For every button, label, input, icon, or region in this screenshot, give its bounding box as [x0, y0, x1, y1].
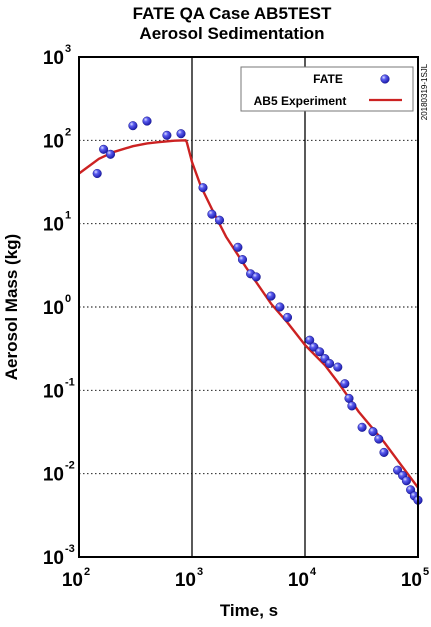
data-point-fate — [99, 144, 109, 154]
y-tick-base: 10 — [43, 298, 64, 319]
chart-title: FATE QA Case AB5TEST — [133, 4, 332, 23]
x-tick-exponent: 3 — [197, 566, 203, 578]
data-point-fate — [315, 347, 325, 357]
y-tick-base: 10 — [43, 548, 64, 569]
data-point-fate — [142, 116, 152, 126]
legend-marker-fate — [380, 74, 390, 84]
legend-label-fate: FATE — [313, 72, 343, 86]
legend-box — [240, 66, 414, 112]
x-tick-exponent: 5 — [423, 566, 429, 578]
y-tick-base: 10 — [43, 48, 64, 69]
y-tick-exponent: -1 — [65, 376, 75, 388]
fate-points-layer — [92, 116, 423, 505]
grid — [79, 57, 418, 557]
y-tick-base: 10 — [43, 131, 64, 152]
data-point-fate — [374, 434, 384, 444]
y-tick-label: 10 -2 — [43, 460, 75, 486]
y-tick-exponent: -2 — [65, 460, 75, 472]
data-point-fate — [176, 129, 186, 139]
y-axis-label: Aerosol Mass (kg) — [2, 234, 21, 380]
data-point-fate — [325, 358, 335, 369]
y-tick-label: 10 2 — [43, 126, 71, 152]
y-tick-exponent: 2 — [65, 126, 71, 138]
data-point-fate — [128, 121, 138, 131]
legend-marker-circle — [380, 74, 390, 84]
x-tick-exponent: 2 — [84, 566, 90, 578]
data-point-fate — [282, 312, 293, 322]
data-point-fate — [347, 401, 357, 411]
data-point-fate — [275, 302, 285, 312]
x-tick-base: 10 — [175, 570, 196, 591]
data-point-fate — [162, 130, 172, 140]
experiment-curve-layer — [78, 139, 419, 489]
y-tick-label: 10 1 — [43, 210, 71, 236]
data-point-fate — [214, 215, 225, 225]
y-tick-exponent: 0 — [65, 293, 71, 305]
data-point-fate — [379, 447, 389, 457]
data-point-fate — [233, 242, 243, 252]
x-axis-label: Time, s — [220, 601, 278, 620]
data-point-fate — [401, 476, 411, 486]
y-tick-exponent: 3 — [65, 43, 71, 55]
data-point-fate — [340, 379, 350, 389]
y-tick-exponent: -3 — [65, 543, 75, 555]
date-stamp: 20180319-1SJL — [420, 63, 429, 120]
y-tick-label: 10 3 — [43, 43, 71, 69]
data-point-fate — [305, 335, 315, 345]
x-tick-label: 10 3 — [175, 566, 203, 591]
x-tick-label: 10 4 — [288, 566, 317, 591]
x-tick-label: 10 2 — [62, 566, 90, 591]
data-point-fate — [237, 255, 248, 265]
x-tick-base: 10 — [288, 570, 309, 591]
y-tick-base: 10 — [43, 215, 64, 236]
plot-frame — [78, 56, 419, 558]
data-point-fate — [92, 168, 102, 179]
data-point-fate — [357, 422, 367, 432]
data-point-fate — [266, 291, 276, 301]
legend-label-experiment: AB5 Experiment — [254, 94, 347, 108]
data-point-fate — [198, 183, 208, 193]
data-point-fate — [207, 209, 217, 219]
series-line-ab5-experiment — [78, 139, 419, 489]
y-tick-base: 10 — [43, 465, 64, 486]
y-tick-exponent: 1 — [65, 210, 71, 222]
y-tick-label: 10 -3 — [43, 543, 75, 569]
y-tick-base: 10 — [43, 381, 64, 402]
data-point-fate — [251, 272, 261, 282]
data-point-fate — [105, 149, 116, 159]
legend: FATE AB5 Experiment — [240, 66, 414, 112]
data-point-fate — [333, 362, 343, 372]
x-tick-base: 10 — [62, 570, 83, 591]
tick-labels: 10 -310 -210 -110 010 110 210 310 2 10 3 10 4 10 5 — [43, 43, 429, 591]
x-tick-label: 10 5 — [401, 566, 429, 591]
x-tick-base: 10 — [401, 570, 422, 591]
y-tick-label: 10 0 — [43, 293, 71, 319]
x-tick-exponent: 4 — [310, 566, 317, 578]
data-point-fate — [368, 427, 378, 437]
chart-subtitle: Aerosol Sedimentation — [139, 24, 324, 43]
y-tick-label: 10 -1 — [43, 376, 75, 402]
